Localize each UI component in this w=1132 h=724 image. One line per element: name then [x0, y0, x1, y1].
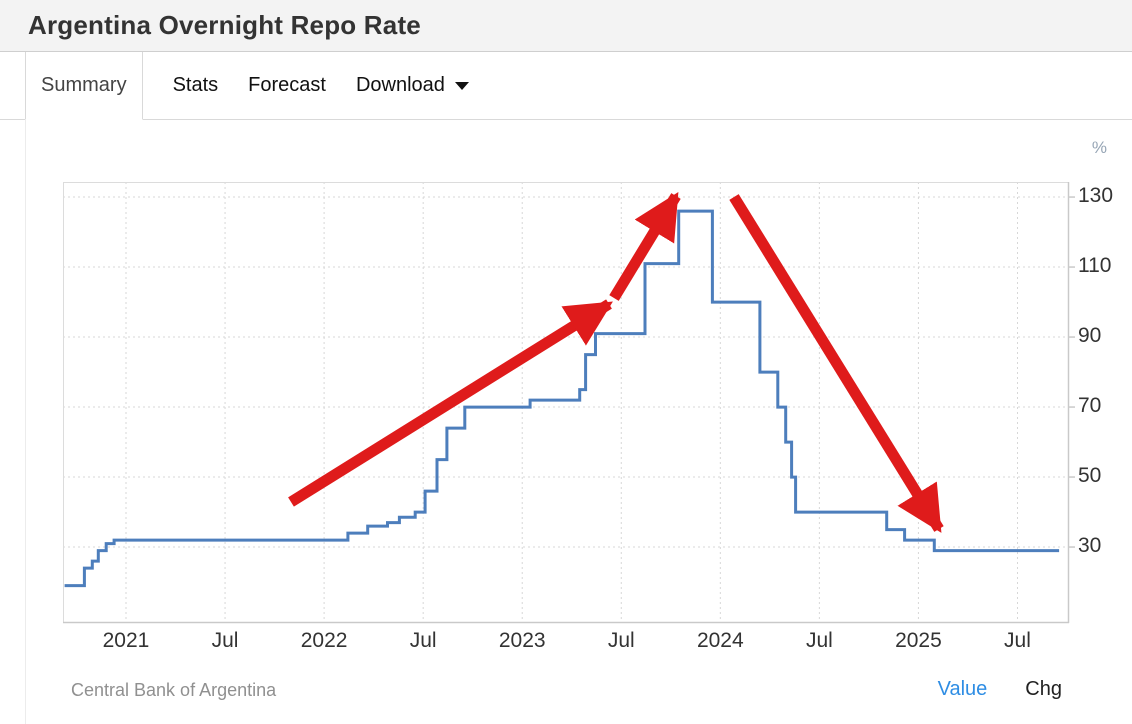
chart-plot-area[interactable]: [63, 182, 1075, 624]
tab-forecast[interactable]: Forecast: [248, 52, 326, 119]
tab-summary-label: Summary: [41, 74, 127, 96]
x-tick-label: Jul: [607, 629, 635, 652]
toggle-chg[interactable]: Chg: [1025, 678, 1062, 700]
x-tick-label: Jul: [211, 629, 239, 652]
x-tick-label: Jul: [805, 629, 833, 652]
tab-download-label: Download: [355, 74, 445, 96]
y-tick-label: 30: [1078, 534, 1102, 558]
title-bar: Argentina Overnight Repo Rate: [0, 0, 1132, 52]
x-tick-label: 2024: [696, 629, 744, 652]
page-title: Argentina Overnight Repo Rate: [28, 10, 421, 40]
series-toggles: Value Chg: [938, 678, 1062, 701]
tab-stats[interactable]: Stats: [173, 52, 219, 119]
annotation-arrow-rise-2021-2023: [288, 299, 613, 507]
x-tick-label: Jul: [409, 629, 437, 652]
y-tick-label: 130: [1078, 184, 1114, 208]
y-tick-label: 70: [1078, 394, 1102, 418]
chart-panel: % 30 50 70 90 110 130 2021 Jul 2022 Jul 2023 Jul 202…: [25, 120, 1132, 724]
y-tick-label: 90: [1078, 324, 1102, 348]
caret-down-icon: [454, 81, 469, 90]
x-tick-label: 2023: [498, 629, 546, 652]
tab-stats-label: Stats: [172, 74, 219, 96]
series-line: [64, 209, 1060, 588]
source-attribution: Central Bank of Argentina: [71, 680, 277, 700]
x-tick-label: 2021: [102, 629, 150, 652]
tab-download[interactable]: Download: [356, 52, 469, 119]
annotation-arrow-spike-to-peak: [609, 192, 681, 301]
x-tick-label: 2022: [300, 629, 348, 652]
tab-bar: Summary Stats Forecast Download: [0, 52, 1132, 120]
annotation-arrow-decline-2024-2025: [729, 194, 944, 533]
x-tick-label: 2025: [895, 629, 942, 652]
y-tick-label: 110: [1078, 254, 1112, 278]
y-axis-unit-label: %: [1091, 138, 1107, 157]
tab-forecast-label: Forecast: [248, 74, 326, 96]
y-tick-label: 50: [1078, 464, 1102, 488]
toggle-value[interactable]: Value: [937, 678, 988, 700]
tab-summary[interactable]: Summary: [25, 52, 143, 120]
x-tick-label: Jul: [1004, 629, 1031, 652]
